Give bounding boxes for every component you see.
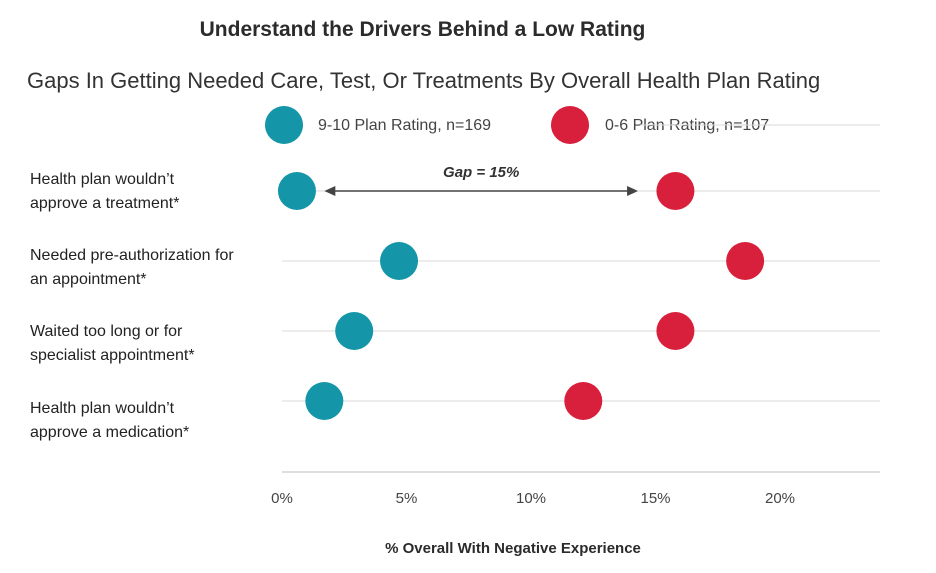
legend-marker [551,106,589,144]
legend-marker [265,106,303,144]
category-label-treatment: Health plan wouldn’t approve a treatment… [30,168,275,216]
category-label-line: Needed pre-authorization for [30,247,234,264]
category-label-medication: Health plan wouldn’t approve a medicatio… [30,397,275,445]
data-point-high-rating [305,382,344,420]
data-point-low-rating [564,382,603,420]
category-label-preauthorization: Needed pre-authorization for an appointm… [30,244,275,292]
category-label-line: Waited too long or for [30,323,183,340]
data-point-low-rating [656,172,695,210]
x-tick-label: 20% [765,490,795,507]
category-label-line: Health plan wouldn’t [30,400,175,417]
category-label-line: approve a treatment* [30,195,180,212]
data-point-low-rating [726,242,765,280]
category-label-line: specialist appointment* [30,347,195,364]
data-point-high-rating [380,242,419,280]
x-tick-label: 0% [271,490,293,507]
gap-arrow-head-left [324,186,336,196]
data-point-high-rating [335,312,374,350]
category-label-line: approve a medication* [30,424,190,441]
data-point-low-rating [656,312,695,350]
gap-arrow-head-right [627,186,639,196]
gap-annotation-label: Gap = 15% [443,164,519,181]
x-axis-label: % Overall With Negative Experience [385,540,641,557]
data-point-high-rating [277,172,316,210]
x-tick-label: 10% [516,490,546,507]
category-label-line: an appointment* [30,271,147,288]
chart-title: Understand the Drivers Behind a Low Rati… [199,18,646,41]
category-label-specialist-wait: Waited too long or for specialist appoin… [30,320,275,368]
x-tick-label: 5% [396,490,418,507]
chart-subtitle: Gaps In Getting Needed Care, Test, Or Tr… [27,68,821,93]
legend-label-high-rating: 9-10 Plan Rating, n=169 [318,117,492,134]
category-label-line: Health plan wouldn’t [30,171,175,188]
x-tick-label: 15% [640,490,670,507]
